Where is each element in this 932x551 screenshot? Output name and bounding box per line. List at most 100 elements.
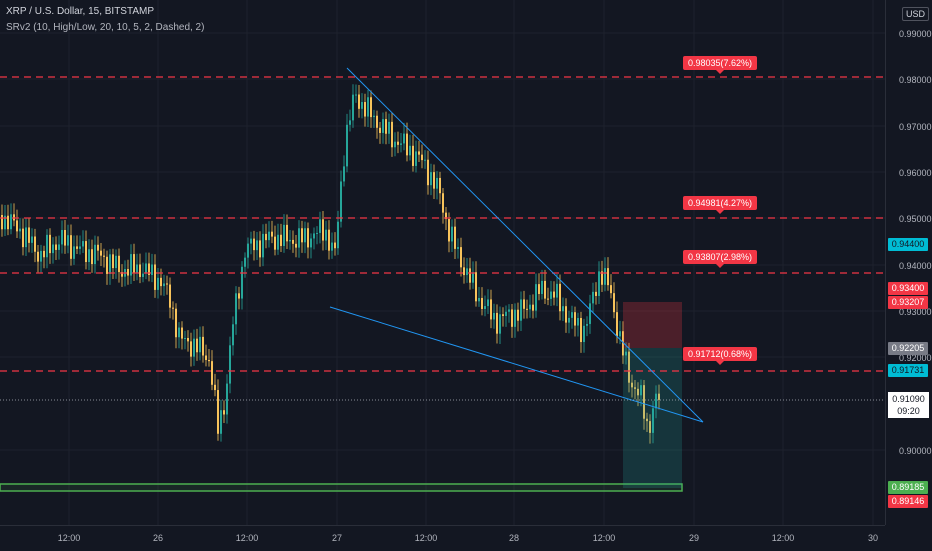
candle-body (289, 239, 291, 242)
indicator-legend[interactable]: SRv2 (10, High/Low, 20, 10, 5, 2, Dashed… (6, 22, 205, 33)
candle-body (70, 235, 72, 259)
candle-body (253, 238, 255, 251)
time-label: 27 (331, 533, 343, 543)
candle-body (244, 257, 246, 267)
candle-body (493, 312, 495, 320)
candle-body (361, 102, 363, 109)
candle-body (538, 284, 540, 295)
candle-body (562, 306, 564, 312)
candle-body (598, 271, 600, 296)
candle-body (193, 338, 195, 357)
price-scale[interactable] (885, 0, 932, 525)
candle-body (394, 141, 396, 148)
candle-body (247, 243, 249, 258)
price-tick: 0.90000 (899, 446, 932, 456)
candle-body (304, 228, 306, 243)
candle-body (574, 312, 576, 326)
candle-body (88, 249, 90, 263)
price-tag-cyan-2: 0.91731 (888, 364, 928, 377)
currency-button[interactable]: USD (902, 7, 930, 21)
candle-body (133, 254, 135, 274)
symbol-title[interactable]: XRP / U.S. Dollar, 15, BITSTAMP (6, 6, 155, 17)
candle-body (145, 263, 147, 274)
candle-body (178, 327, 180, 338)
candle-body (286, 224, 288, 242)
candle-body (364, 102, 366, 117)
chart-pane[interactable]: XRP / U.S. Dollar, 15, BITSTAMP SRv2 (10… (0, 0, 885, 525)
candle-body (190, 341, 192, 357)
candle-body (649, 421, 651, 433)
candle-body (478, 297, 480, 302)
candle-body (451, 226, 453, 242)
support-zone-box (0, 483, 683, 492)
candle-body (163, 283, 165, 287)
candle-body (514, 309, 516, 327)
candle-body (643, 385, 645, 419)
candle-body (343, 166, 345, 182)
candle-body (370, 97, 372, 118)
candle-body (433, 172, 435, 189)
candle-body (415, 151, 417, 166)
candle-body (592, 291, 594, 304)
candle-body (616, 312, 618, 337)
price-tick: 0.98000 (899, 75, 932, 85)
candle-body (337, 221, 339, 249)
candle-body (340, 181, 342, 222)
candle-body (502, 314, 504, 316)
candle-body (256, 240, 258, 251)
candle-body (31, 236, 33, 243)
time-label: 12:00 (592, 533, 616, 543)
price-tick: 0.99000 (899, 29, 932, 39)
candle-body (19, 228, 21, 232)
candle-body (226, 383, 228, 415)
candle-body (499, 314, 501, 334)
candle-body (577, 318, 579, 326)
candle-body (121, 272, 123, 277)
candle-body (457, 247, 459, 249)
candle-body (265, 233, 267, 241)
candle-body (220, 410, 222, 434)
candle-body (181, 327, 183, 339)
candle-body (646, 418, 648, 422)
candle-body (160, 277, 162, 287)
time-label: 12:00 (57, 533, 81, 543)
current-price-tag: 0.91090 09:20 (888, 392, 929, 418)
candle-body (406, 133, 408, 156)
candle-body (307, 228, 309, 248)
candle-body (106, 256, 108, 274)
candle-body (469, 268, 471, 283)
stop-loss-zone (623, 302, 682, 348)
candle-body (637, 388, 639, 396)
candle-body (349, 120, 351, 125)
candle-body (73, 246, 75, 259)
candle-body (187, 338, 189, 342)
candle-body (553, 291, 555, 298)
candle-body (52, 244, 54, 254)
time-axis[interactable]: 12:00 26 12:00 27 12:00 28 12:00 29 12:0… (0, 525, 885, 551)
price-tag-cyan: 0.94400 (888, 238, 928, 251)
candle-body (496, 312, 498, 334)
upper-trendline (346, 67, 704, 423)
candle-body (148, 263, 150, 275)
candle-body (130, 254, 132, 276)
candle-body (151, 264, 153, 275)
candle-body (631, 382, 633, 388)
candle-body (334, 242, 336, 249)
candle-body (535, 284, 537, 311)
candle-body (58, 244, 60, 250)
candle-body (559, 283, 561, 312)
candle-body (352, 94, 354, 121)
price-tag-green: 0.89185 (888, 481, 928, 494)
candle-body (241, 266, 243, 299)
price-chart[interactable] (0, 0, 885, 525)
candle-body (604, 268, 606, 285)
candle-body (322, 219, 324, 241)
candle-body (172, 307, 174, 309)
candle-body (547, 298, 549, 300)
candle-body (217, 390, 219, 434)
current-price-value: 0.91090 (892, 394, 925, 404)
candle-body (385, 119, 387, 134)
price-tag-gray: 0.92205 (888, 342, 928, 355)
candle-body (115, 255, 117, 269)
